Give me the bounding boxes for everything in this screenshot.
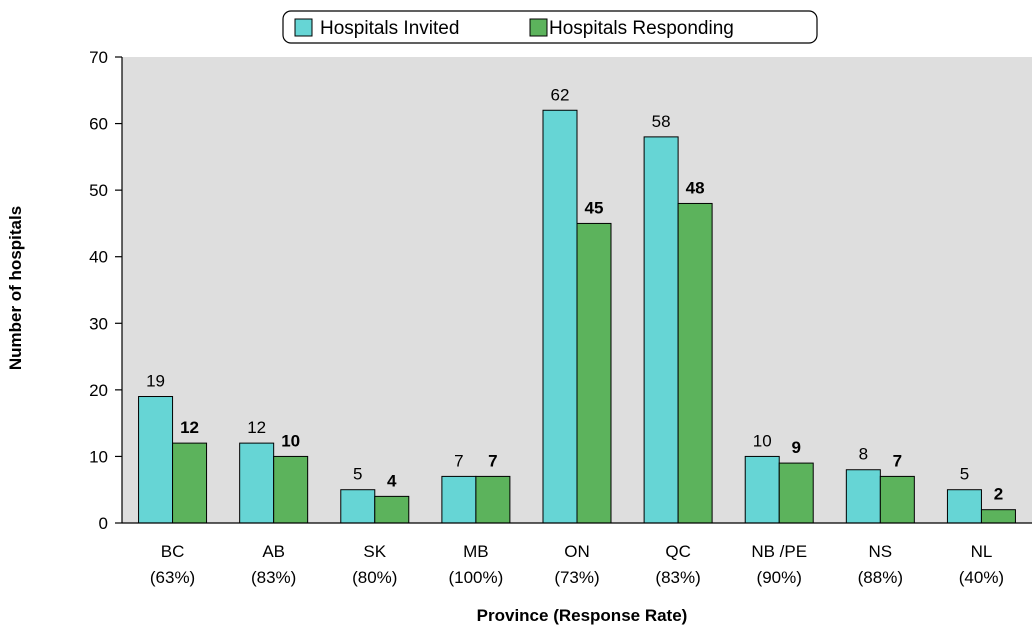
bar-hospitals-invited [542,109,578,524]
bar-hospitals-responding [273,455,309,524]
data-label-hospitals-responding: 45 [585,198,604,217]
x-tick-label: BC [161,542,185,561]
data-label-hospitals-responding: 7 [488,451,497,470]
bars-group [138,109,1016,524]
bar-hospitals-invited [744,455,780,524]
bar-hospitals-responding [677,202,713,524]
x-tick-label-rate: (63%) [150,568,195,587]
data-label-hospitals-responding: 4 [387,471,397,490]
bar-hospitals-invited [340,489,376,524]
x-axis: BC (63%) AB (83%) SK (80%) MB (100%) ON (73%) QC (8… [122,522,1032,587]
y-axis-title: Number of hospitals [6,206,25,370]
bar-hospitals-responding [980,509,1016,524]
data-label-hospitals-invited: 8 [859,445,868,464]
x-tick-label-rate: (40%) [959,568,1004,587]
legend-swatch-hospitals-invited [294,18,313,37]
bar-hospitals-responding [879,475,915,524]
x-tick-label: NS [869,542,893,561]
y-tick-label: 70 [89,48,108,67]
y-tick-label: 10 [89,447,108,466]
bar-hospitals-invited [239,442,275,524]
data-label-hospitals-responding: 12 [180,418,199,437]
y-tick-label: 60 [89,115,108,134]
y-tick-label: 20 [89,381,108,400]
y-tick-label: 30 [89,314,108,333]
x-tick-label: ON [564,542,590,561]
data-label-hospitals-invited: 10 [753,431,772,450]
data-label-hospitals-invited: 58 [652,112,671,131]
y-axis: 0 10 20 30 40 50 60 70 [89,48,123,533]
y-tick-label: 50 [89,181,108,200]
data-label-hospitals-invited: 5 [960,465,969,484]
data-label-hospitals-invited: 7 [454,451,463,470]
x-tick-label-rate: (83%) [251,568,296,587]
bar-hospitals-invited [441,475,477,524]
bar-hospitals-invited [845,469,881,524]
data-label-hospitals-responding: 9 [791,438,800,457]
x-tick-label-rate: (90%) [757,568,802,587]
data-label-hospitals-invited: 19 [146,372,165,391]
legend-label-hospitals-responding: Hospitals Responding [549,18,734,39]
legend: Hospitals Invited Hospitals Responding [282,10,818,44]
bar-hospitals-responding [374,495,410,524]
bar-hospitals-invited [946,489,982,524]
x-tick-label-rate: (73%) [554,568,599,587]
data-label-hospitals-responding: 7 [893,451,902,470]
value-labels-group: 19 12 12 10 5 4 7 7 62 45 58 48 10 9 8 7 5 2 [146,85,1003,503]
legend-box [282,10,818,44]
x-tick-label: SK [363,542,386,561]
data-label-hospitals-invited: 12 [247,418,266,437]
data-label-hospitals-invited: 5 [353,465,362,484]
x-tick-label: NB /PE [751,542,807,561]
y-tick-label: 40 [89,248,108,267]
bar-hospitals-responding [576,222,612,524]
x-tick-label: NL [971,542,993,561]
bar-hospitals-responding [778,462,814,524]
x-axis-title: Province (Response Rate) [477,606,688,625]
bar-hospitals-responding [475,475,511,524]
x-tick-label: QC [665,542,691,561]
bar-hospitals-invited [643,136,679,524]
legend-label-hospitals-invited: Hospitals Invited [320,18,459,39]
x-tick-label-rate: (88%) [858,568,903,587]
data-label-hospitals-responding: 10 [281,431,300,450]
bar-hospitals-invited [138,396,174,524]
data-label-hospitals-responding: 48 [686,178,705,197]
legend-swatch-hospitals-responding [529,18,548,37]
x-tick-label: AB [262,542,285,561]
x-tick-label-rate: (80%) [352,568,397,587]
data-label-hospitals-invited: 62 [551,85,570,104]
bar-hospitals-responding [172,442,208,524]
y-tick-label: 0 [99,514,108,533]
data-label-hospitals-responding: 2 [994,485,1003,504]
x-tick-label-rate: (83%) [655,568,700,587]
x-tick-label: MB [463,542,489,561]
x-tick-label-rate: (100%) [448,568,503,587]
